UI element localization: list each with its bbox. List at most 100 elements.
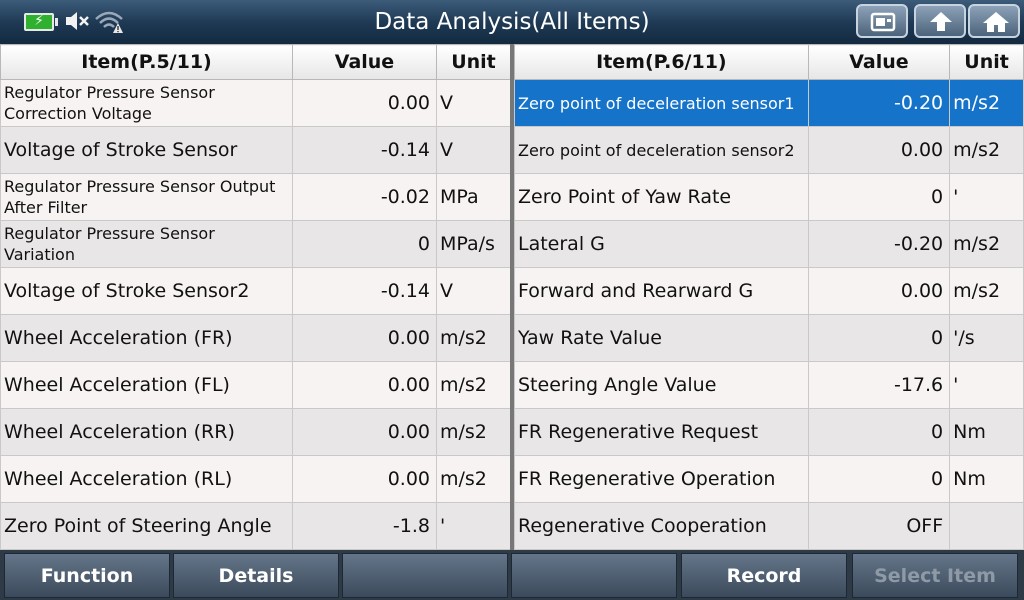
item-unit-cell: m/s2 xyxy=(436,361,511,409)
item-name-cell: Regenerative Cooperation xyxy=(514,502,809,550)
table-row[interactable]: Wheel Acceleration (RL) 0.00 m/s2 xyxy=(0,455,511,503)
item-unit-cell: ' xyxy=(949,361,1024,409)
item-value-cell: -0.14 xyxy=(292,267,437,315)
item-value-cell: -0.14 xyxy=(292,126,437,174)
item-name-cell: Wheel Acceleration (RR) xyxy=(0,408,293,456)
item-name-cell: Yaw Rate Value xyxy=(514,314,809,362)
back-button[interactable] xyxy=(914,4,966,38)
table-row[interactable]: Wheel Acceleration (RR) 0.00 m/s2 xyxy=(0,408,511,456)
item-value-cell: 0 xyxy=(292,220,437,268)
item-value-cell: 0 xyxy=(807,408,951,456)
item-name-cell: Zero Point of Yaw Rate xyxy=(514,173,809,221)
item-name-cell: Wheel Acceleration (FR) xyxy=(0,314,293,362)
item-unit-cell: V xyxy=(436,126,511,174)
item-unit-cell: m/s2 xyxy=(436,314,511,362)
function-button[interactable]: Function xyxy=(4,553,170,598)
right-data-panel: Item(P.6/11) Value Unit Zero point of de… xyxy=(514,44,1024,550)
item-name-cell: Regulator Pressure Sensor Output After F… xyxy=(0,173,293,221)
item-name-cell: Zero point of deceleration sensor1 xyxy=(514,79,809,127)
back-up-arrow-icon xyxy=(930,12,952,31)
item-value-cell: -1.8 xyxy=(292,502,437,550)
item-unit-cell: m/s2 xyxy=(949,79,1024,127)
item-value-cell: 0.00 xyxy=(292,314,437,362)
item-unit-cell: m/s2 xyxy=(436,455,511,503)
empty-button-3[interactable] xyxy=(342,553,508,598)
item-name-cell: Forward and Rearward G xyxy=(514,267,809,315)
item-unit-cell: m/s2 xyxy=(949,267,1024,315)
page-title: Data Analysis(All Items) xyxy=(374,9,650,35)
item-unit-cell: V xyxy=(436,79,511,127)
table-row[interactable]: Zero Point of Steering Angle -1.8 ' xyxy=(0,502,511,550)
home-button[interactable] xyxy=(968,4,1020,38)
table-row[interactable]: Lateral G -0.20 m/s2 xyxy=(514,220,1024,268)
item-unit-cell: '/s xyxy=(949,314,1024,362)
item-value-cell: 0 xyxy=(807,455,951,503)
table-header-row: Item(P.6/11) Value Unit xyxy=(514,44,1024,80)
left-data-table: Item(P.5/11) Value Unit Regulator Pressu… xyxy=(0,44,511,550)
item-unit-cell: Nm xyxy=(949,455,1024,503)
item-name-cell: Regulator Pressure Sensor Variation xyxy=(0,220,293,268)
item-unit-cell: m/s2 xyxy=(436,408,511,456)
table-row[interactable]: Regulator Pressure Sensor Correction Vol… xyxy=(0,79,511,127)
table-row[interactable]: Zero point of deceleration sensor2 0.00 m/… xyxy=(514,126,1024,174)
item-name-cell: Wheel Acceleration (FL) xyxy=(0,361,293,409)
item-value-cell: -17.6 xyxy=(807,361,951,409)
item-name-cell: Steering Angle Value xyxy=(514,361,809,409)
item-value-cell: 0 xyxy=(807,173,951,221)
item-value-cell: 0.00 xyxy=(807,267,951,315)
item-value-cell: 0.00 xyxy=(292,79,437,127)
function-bar: Function Details Record Select Item xyxy=(0,550,1024,600)
table-row[interactable]: Wheel Acceleration (FR) 0.00 m/s2 xyxy=(0,314,511,362)
item-value-cell: OFF xyxy=(807,502,951,550)
speaker-mute-icon xyxy=(66,12,89,30)
item-unit-cell: V xyxy=(436,267,511,315)
table-row[interactable]: FR Regenerative Operation 0 Nm xyxy=(514,455,1024,503)
item-value-cell: 0.00 xyxy=(292,455,437,503)
table-row[interactable]: Regenerative Cooperation OFF xyxy=(514,502,1024,550)
item-unit-cell xyxy=(949,502,1024,550)
item-value-cell: 0.00 xyxy=(807,126,951,174)
table-row[interactable]: Steering Angle Value -17.6 ' xyxy=(514,361,1024,409)
screenshot-icon xyxy=(870,12,896,32)
empty-button-4[interactable] xyxy=(511,553,677,598)
item-unit-cell: ' xyxy=(436,502,511,550)
table-row[interactable]: Regulator Pressure Sensor Variation 0 MPa/… xyxy=(0,220,511,268)
battery-charging-icon: ⚡ xyxy=(24,13,58,31)
item-value-cell: -0.20 xyxy=(807,220,951,268)
table-row[interactable]: Zero Point of Yaw Rate 0 ' xyxy=(514,173,1024,221)
column-header-item: Item(P.6/11) xyxy=(514,44,809,80)
screenshot-button[interactable] xyxy=(856,4,908,38)
table-row[interactable]: Yaw Rate Value 0 '/s xyxy=(514,314,1024,362)
right-data-table: Item(P.6/11) Value Unit Zero point of de… xyxy=(514,44,1024,550)
table-row[interactable]: FR Regenerative Request 0 Nm xyxy=(514,408,1024,456)
item-name-cell: Zero point of deceleration sensor2 xyxy=(514,126,809,174)
select-item-button[interactable]: Select Item xyxy=(852,553,1018,598)
table-row[interactable]: Regulator Pressure Sensor Output After F… xyxy=(0,173,511,221)
table-row[interactable]: Forward and Rearward G 0.00 m/s2 xyxy=(514,267,1024,315)
column-header-value: Value xyxy=(807,44,951,80)
item-unit-cell: MPa/s xyxy=(436,220,511,268)
table-header-row: Item(P.5/11) Value Unit xyxy=(0,44,511,80)
table-row[interactable]: Voltage of Stroke Sensor2 -0.14 V xyxy=(0,267,511,315)
item-value-cell: -0.02 xyxy=(292,173,437,221)
item-unit-cell: MPa xyxy=(436,173,511,221)
item-name-cell: Regulator Pressure Sensor Correction Vol… xyxy=(0,79,293,127)
item-unit-cell: m/s2 xyxy=(949,126,1024,174)
item-unit-cell: m/s2 xyxy=(949,220,1024,268)
details-button[interactable]: Details xyxy=(173,553,339,598)
record-button[interactable]: Record xyxy=(681,553,847,598)
column-header-item: Item(P.5/11) xyxy=(0,44,293,80)
column-header-value: Value xyxy=(292,44,437,80)
item-unit-cell: Nm xyxy=(949,408,1024,456)
table-row[interactable]: Voltage of Stroke Sensor -0.14 V xyxy=(0,126,511,174)
table-row[interactable]: Wheel Acceleration (FL) 0.00 m/s2 xyxy=(0,361,511,409)
item-name-cell: Voltage of Stroke Sensor xyxy=(0,126,293,174)
charging-bolt: ⚡ xyxy=(34,13,44,29)
item-value-cell: 0 xyxy=(807,314,951,362)
item-value-cell: 0.00 xyxy=(292,408,437,456)
home-icon xyxy=(983,12,1009,32)
table-row[interactable]: Zero point of deceleration sensor1 -0.20 m… xyxy=(514,79,1024,127)
column-header-unit: Unit xyxy=(436,44,511,80)
item-name-cell: Wheel Acceleration (RL) xyxy=(0,455,293,503)
item-value-cell: -0.20 xyxy=(807,79,951,127)
